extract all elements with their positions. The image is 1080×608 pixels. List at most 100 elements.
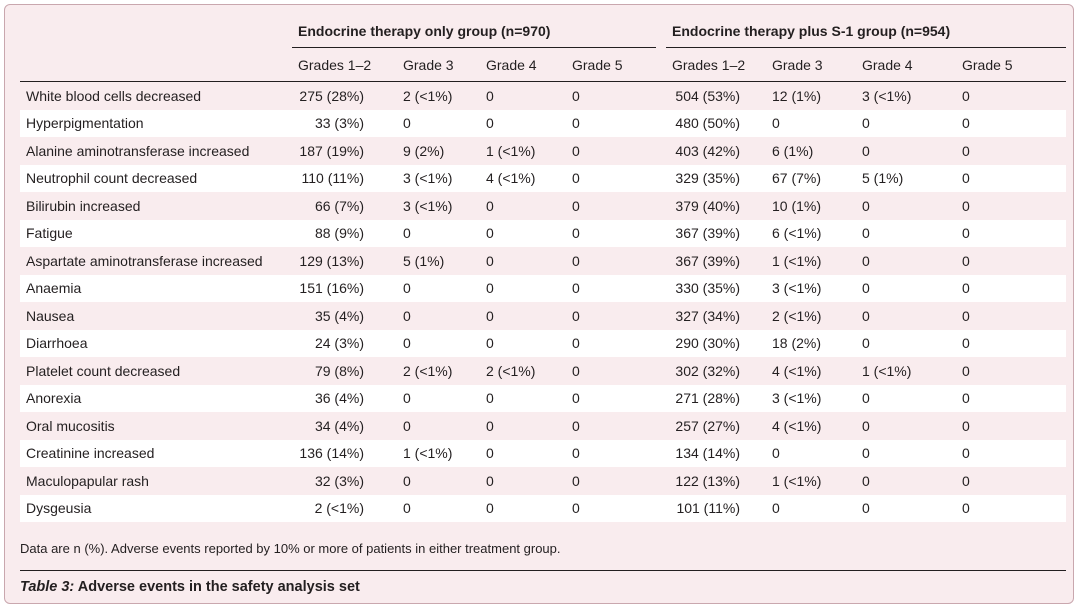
event-name: Aspartate aminotransferase increased xyxy=(20,247,292,275)
cell-value: 330 (35%) xyxy=(675,280,740,297)
cell-value: 34 (4%) xyxy=(314,417,364,434)
table-panel: Endocrine therapy only group (n=970) End… xyxy=(4,4,1074,604)
table-cell: 275 (28%) xyxy=(292,81,397,110)
table-cell: 1 (<1%) xyxy=(856,357,956,385)
table-cell: 5 (1%) xyxy=(397,247,480,275)
cell-value: 36 (4%) xyxy=(314,390,364,407)
table-cell: 3 (<1%) xyxy=(397,164,480,192)
cell-value: 79 (8%) xyxy=(314,362,364,379)
table-cell: 1 (<1%) xyxy=(766,247,856,275)
table-cell: 0 xyxy=(956,137,1067,165)
table-cell: 1 (<1%) xyxy=(480,137,566,165)
table-caption: Table 3: Adverse events in the safety an… xyxy=(20,579,360,595)
cell-value: 24 (3%) xyxy=(314,335,364,352)
cell-value: 129 (13%) xyxy=(299,252,364,269)
table-cell: 0 xyxy=(956,81,1067,110)
table-cell: 0 xyxy=(480,192,566,220)
table-cell: 0 xyxy=(397,302,480,330)
table-cell: 0 xyxy=(956,467,1067,495)
table-row: Oral mucositis 34 (4%) 0 0 0 257 (27%) 4 (<1%)… xyxy=(20,412,1067,440)
table-cell: 0 xyxy=(856,467,956,495)
table-cell: 0 xyxy=(856,109,956,137)
table-cell: 0 xyxy=(566,137,656,165)
table-cell: 504 (53%) xyxy=(666,81,766,110)
cell-value: 151 (16%) xyxy=(299,280,364,297)
table-cell: 0 xyxy=(566,247,656,275)
cell-value: 302 (32%) xyxy=(675,362,740,379)
table-cell: 0 xyxy=(397,412,480,440)
table-cell: 0 xyxy=(397,274,480,302)
table-cell: 3 (<1%) xyxy=(766,384,856,412)
table-cell: 0 xyxy=(480,81,566,110)
cell-value: 379 (40%) xyxy=(675,197,740,214)
table-cell: 0 xyxy=(956,329,1067,357)
table-cell: 0 xyxy=(480,384,566,412)
table-row: Dysgeusia 2 (<1%) 0 0 0 101 (11%) 0 0 0 xyxy=(20,494,1067,522)
table-cell: 110 (11%) xyxy=(292,164,397,192)
table-cell: 403 (42%) xyxy=(666,137,766,165)
table-cell: 34 (4%) xyxy=(292,412,397,440)
table-cell: 1 (<1%) xyxy=(397,439,480,467)
table-cell: 0 xyxy=(856,412,956,440)
event-name: Platelet count decreased xyxy=(20,357,292,385)
table-cell: 3 (<1%) xyxy=(766,274,856,302)
table-cell: 136 (14%) xyxy=(292,439,397,467)
table-cell: 0 xyxy=(856,384,956,412)
cell-value: 403 (42%) xyxy=(675,142,740,159)
table-cell: 0 xyxy=(480,439,566,467)
event-name: Dysgeusia xyxy=(20,494,292,522)
event-name: Creatinine increased xyxy=(20,439,292,467)
event-name: Anaemia xyxy=(20,274,292,302)
table-cell: 0 xyxy=(956,219,1067,247)
table-cell: 4 (<1%) xyxy=(766,412,856,440)
table-cell: 79 (8%) xyxy=(292,357,397,385)
table-cell: 257 (27%) xyxy=(666,412,766,440)
table-cell: 35 (4%) xyxy=(292,302,397,330)
cell-value: 367 (39%) xyxy=(675,252,740,269)
event-name: Alanine aminotransferase increased xyxy=(20,137,292,165)
table-row: Maculopapular rash 32 (3%) 0 0 0 122 (13%) 1 (… xyxy=(20,467,1067,495)
table-row: White blood cells decreased 275 (28%) 2 (<… xyxy=(20,81,1067,110)
adverse-events-table: Endocrine therapy only group (n=970) End… xyxy=(20,15,1067,522)
table-cell: 129 (13%) xyxy=(292,247,397,275)
cell-value: 66 (7%) xyxy=(314,197,364,214)
table-cell: 0 xyxy=(566,384,656,412)
grade-header: Grade 5 xyxy=(566,47,656,82)
event-name: Diarrhoea xyxy=(20,329,292,357)
table-cell: 67 (7%) xyxy=(766,164,856,192)
cell-value: 134 (14%) xyxy=(675,445,740,462)
table-row: Alanine aminotransferase increased 187 (1… xyxy=(20,137,1067,165)
table-cell: 0 xyxy=(480,219,566,247)
table-cell: 0 xyxy=(566,467,656,495)
table-cell: 134 (14%) xyxy=(666,439,766,467)
table-row: Diarrhoea 24 (3%) 0 0 0 290 (30%) 18 (2%) 0 0 xyxy=(20,329,1067,357)
table-cell: 0 xyxy=(956,439,1067,467)
table-cell: 12 (1%) xyxy=(766,81,856,110)
table-cell: 0 xyxy=(956,357,1067,385)
table-cell: 0 xyxy=(766,109,856,137)
table-cell: 0 xyxy=(566,302,656,330)
table-row: Fatigue 88 (9%) 0 0 0 367 (39%) 6 (<1%) 0 0 xyxy=(20,219,1067,247)
cell-value: 187 (19%) xyxy=(299,142,364,159)
table-cell: 0 xyxy=(566,357,656,385)
table-cell: 290 (30%) xyxy=(666,329,766,357)
table-cell: 2 (<1%) xyxy=(480,357,566,385)
table-cell: 0 xyxy=(397,219,480,247)
table-cell: 24 (3%) xyxy=(292,329,397,357)
cell-value: 101 (11%) xyxy=(676,500,740,517)
event-name: Anorexia xyxy=(20,384,292,412)
table-cell: 0 xyxy=(766,439,856,467)
group-header-row: Endocrine therapy only group (n=970) End… xyxy=(20,15,1067,48)
table-cell: 2 (<1%) xyxy=(292,494,397,522)
table-cell: 0 xyxy=(566,439,656,467)
table-cell: 33 (3%) xyxy=(292,109,397,137)
grade-header: Grade 5 xyxy=(956,47,1067,82)
table-cell: 2 (<1%) xyxy=(766,302,856,330)
table-cell: 18 (2%) xyxy=(766,329,856,357)
table-cell: 0 xyxy=(956,274,1067,302)
cell-value: 327 (34%) xyxy=(675,307,740,324)
event-name: Oral mucositis xyxy=(20,412,292,440)
table-cell: 0 xyxy=(956,384,1067,412)
table-cell: 0 xyxy=(856,219,956,247)
event-name: Neutrophil count decreased xyxy=(20,164,292,192)
